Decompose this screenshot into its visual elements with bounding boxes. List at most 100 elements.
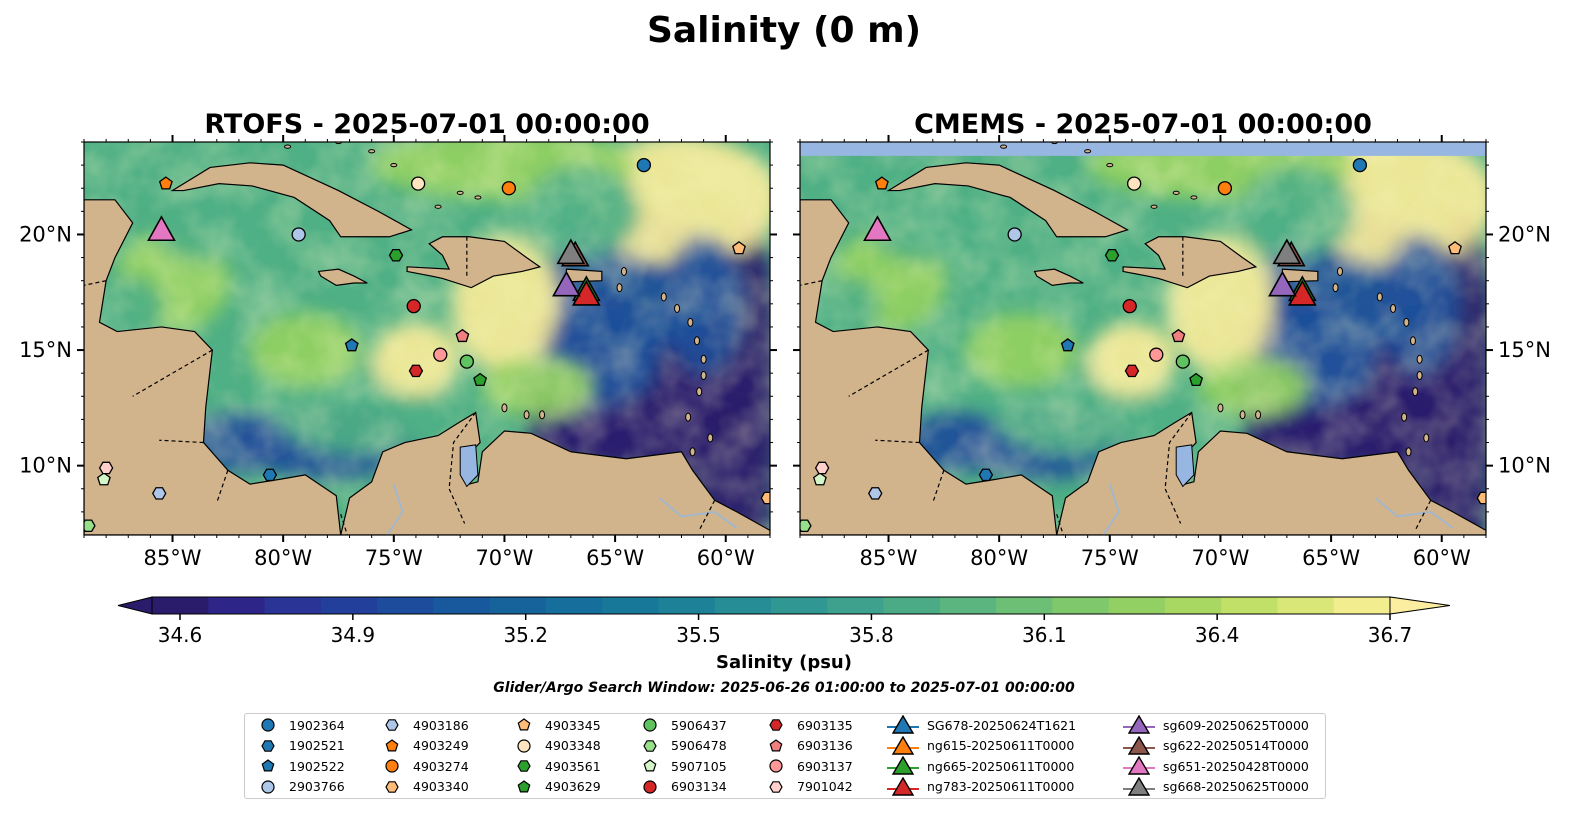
- argo-float-4903274: [1217, 181, 1233, 196]
- island: [693, 336, 700, 346]
- legend-marker-circle-icon: [261, 779, 275, 794]
- country-border: [159, 439, 204, 444]
- map-field: [800, 142, 1486, 535]
- island: [700, 370, 707, 380]
- argo-float-4903274: [501, 181, 517, 196]
- map-panel-cmems: CMEMS - 2025-07-01 00:00:00 85°W 80°W 75°W 7…: [793, 109, 1551, 570]
- country-border: [132, 349, 213, 397]
- island: [689, 447, 696, 457]
- legend-marker-circle-icon: [517, 738, 531, 753]
- colorbar-tick-label: 35.2: [503, 623, 548, 647]
- island: [616, 283, 623, 293]
- island: [523, 410, 530, 420]
- argo-float-7901042: [814, 461, 830, 475]
- x-tick-label: 85°W: [860, 546, 918, 570]
- legend-marker-hexagon-icon: [517, 760, 531, 772]
- island: [1190, 195, 1198, 200]
- legend-entry-SG678-20250624T1621: SG678-20250624T1621: [885, 715, 1076, 735]
- argo-float-6903137: [433, 347, 448, 362]
- legend-entry-sg668-20250625T0000: sg668-20250625T0000: [1121, 776, 1309, 797]
- legend-entry-ng783-20250611T0000: ng783-20250611T0000: [885, 776, 1074, 797]
- legend-entry-1902522: 1902522: [253, 756, 345, 776]
- colorbar-segment: [1277, 597, 1335, 614]
- country-border: [848, 349, 929, 397]
- argo-float-4903340: [1476, 491, 1486, 505]
- colorbar-segment: [883, 597, 941, 614]
- island: [1336, 266, 1343, 276]
- x-tick-label: 60°W: [1413, 546, 1471, 570]
- argo-float-1902521: [262, 468, 278, 482]
- legend-marker-triangle-icon: [1123, 756, 1155, 775]
- legend-label: 4903345: [545, 717, 601, 733]
- argo-float-4903249: [158, 176, 173, 190]
- legend-entry-7901042: 7901042: [761, 777, 853, 797]
- legend-marker-triangle-icon: [1123, 715, 1155, 734]
- land-mass: [317, 268, 368, 286]
- colorbar-segment: [545, 597, 603, 614]
- argo-float-6903137: [1149, 347, 1164, 362]
- map-field: [84, 142, 770, 535]
- legend-entry-4903561: 4903561: [509, 756, 601, 776]
- colorbar-tick-label: 34.6: [158, 623, 203, 647]
- legend-circle: [261, 779, 275, 794]
- island: [700, 354, 707, 364]
- island: [390, 163, 398, 168]
- island: [284, 144, 292, 149]
- colorbar-frame: [151, 596, 1391, 615]
- colorbar-segment: [939, 597, 997, 614]
- y-tick-label: 20°N: [1498, 222, 1551, 246]
- argo-float-5907105: [812, 472, 827, 486]
- island: [660, 292, 667, 302]
- land-mass: [1056, 411, 1486, 535]
- argo-float-6903135: [1124, 364, 1140, 378]
- legend-pentagon: [385, 738, 399, 751]
- argo-float-6903136: [1171, 328, 1186, 343]
- x-tick-label: 70°W: [475, 546, 533, 570]
- island: [456, 190, 464, 195]
- island: [1412, 387, 1419, 397]
- legend-entry-5906437: 5906437: [635, 715, 727, 735]
- y-tick-label: 10°N: [19, 454, 72, 478]
- glider-ng783-20250611T0000: [571, 279, 601, 306]
- land-mass: [170, 162, 414, 238]
- legend-marker-triangle-icon: [887, 735, 919, 755]
- legend-label: 5907105: [671, 758, 727, 774]
- argo-float-4903249: [874, 176, 889, 190]
- argo-float-4903561: [1104, 248, 1120, 262]
- island: [1217, 403, 1224, 413]
- legend-circle: [261, 718, 275, 732]
- colorbar-tick-label: 36.4: [1195, 623, 1240, 647]
- legend-label: 4903561: [545, 758, 601, 774]
- legend-entry-4903629: 4903629: [509, 777, 601, 797]
- legend-entry-1902521: 1902521: [253, 736, 345, 756]
- island: [1084, 149, 1092, 154]
- argo-float-4903348: [1126, 176, 1142, 191]
- legend-marker-pentagon-icon: [643, 759, 657, 772]
- colorbar-tick-label: 35.8: [849, 623, 894, 647]
- island: [539, 410, 546, 420]
- legend-entry-4903186: 4903186: [377, 715, 469, 735]
- legend-entry-4903345: 4903345: [509, 715, 601, 735]
- island: [1376, 292, 1383, 302]
- land-mass: [340, 411, 770, 535]
- legend-label: 5906437: [671, 717, 727, 733]
- island: [1172, 190, 1180, 195]
- legend-label: ng665-20250611T0000: [927, 758, 1075, 774]
- no-data-band: [800, 142, 1486, 156]
- legend-triangle: [891, 756, 915, 775]
- country-border: [84, 280, 107, 286]
- colorbar-segment: [489, 597, 547, 614]
- colorbar-segment: [996, 597, 1053, 614]
- colorbar-segment: [1052, 597, 1110, 614]
- island: [1409, 336, 1416, 346]
- island: [1390, 303, 1397, 313]
- legend-marker-triangle-icon: [887, 776, 919, 796]
- glider-sg609-20250625T0000: [552, 270, 581, 297]
- x-tick-label: 85°W: [144, 546, 202, 570]
- x-tick-label: 75°W: [365, 546, 423, 570]
- island: [1416, 354, 1423, 364]
- land-mass: [886, 162, 1130, 238]
- x-tick-label: 70°W: [1191, 546, 1249, 570]
- argo-float-4903186: [151, 487, 167, 500]
- legend-label: 7901042: [797, 779, 853, 794]
